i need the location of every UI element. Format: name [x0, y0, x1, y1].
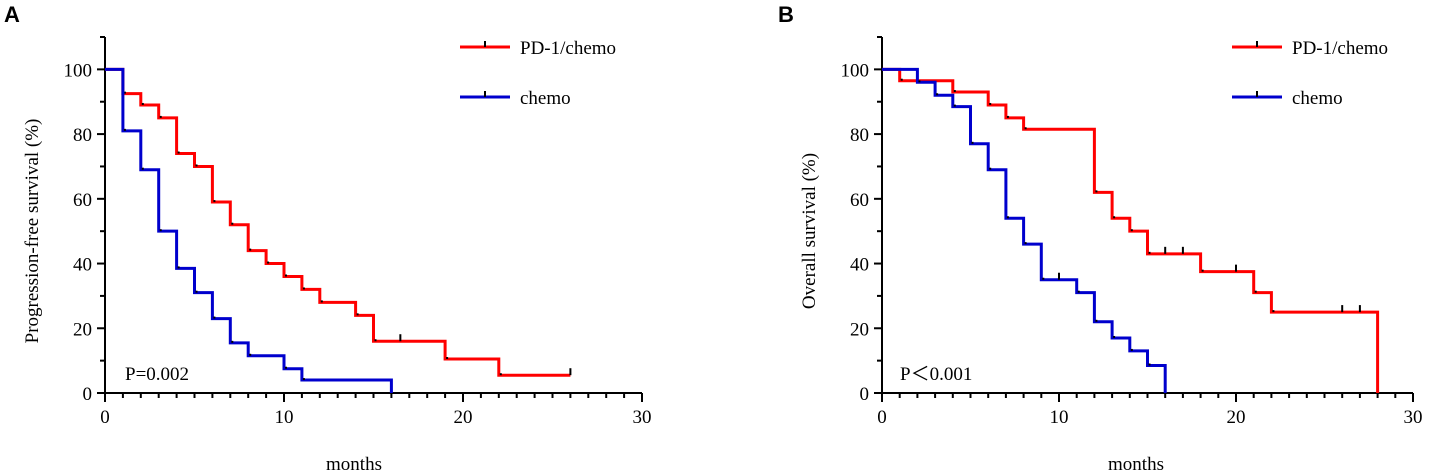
y-tick-label: 40 [73, 255, 92, 276]
x-tick-label: 30 [1404, 407, 1423, 428]
axes: 0 20 40 60 80 100 0 10 20 30 [64, 36, 652, 428]
y-tick-label: 0 [83, 384, 93, 405]
legend: PD-1/chemo chemo [460, 38, 616, 109]
plot-area [882, 67, 1380, 393]
km-curve-chemo [105, 67, 393, 393]
p-value-annotation: P＜0.001 [900, 364, 972, 385]
axes: 0 20 40 60 80 100 0 10 20 30 [841, 36, 1423, 428]
y-tick-label: 80 [73, 125, 92, 146]
panel-b: B Overall survival (%) months P＜0.001 0 2… [778, 2, 1423, 475]
x-tick-label: 20 [454, 407, 473, 428]
x-tick-label: 30 [633, 407, 652, 428]
legend-label-chemo: chemo [1292, 88, 1343, 109]
x-axis-label: months [326, 454, 382, 475]
y-axis-label: Progression-free survival (%) [22, 119, 43, 344]
p-value-annotation: P=0.002 [125, 364, 189, 385]
km-curve-chemo [882, 67, 1167, 393]
y-axis-label: Overall survival (%) [799, 153, 820, 309]
y-tick-label: 20 [73, 319, 92, 340]
y-tick-label: 60 [73, 190, 92, 211]
y-tick-label: 100 [841, 60, 870, 81]
x-tick-label: 10 [1050, 407, 1069, 428]
y-tick-label: 60 [850, 190, 869, 211]
x-tick-label: 0 [100, 407, 110, 428]
x-tick-label: 10 [275, 407, 294, 428]
y-tick-label: 80 [850, 125, 869, 146]
km-curve-pd-1-chemo [105, 67, 571, 377]
legend-label-pd1-chemo: PD-1/chemo [520, 38, 616, 59]
x-tick-label: 0 [877, 407, 887, 428]
legend-label-chemo: chemo [520, 88, 571, 109]
panel-label: A [4, 2, 20, 27]
y-tick-label: 40 [850, 255, 869, 276]
x-axis-label: months [1108, 454, 1164, 475]
legend-label-pd1-chemo: PD-1/chemo [1292, 38, 1388, 59]
y-tick-label: 20 [850, 319, 869, 340]
legend: PD-1/chemo chemo [1232, 38, 1388, 109]
x-tick-label: 20 [1227, 407, 1246, 428]
km-curve-pd-1-chemo [882, 67, 1380, 393]
y-tick-label: 100 [64, 60, 93, 81]
y-tick-label: 0 [860, 384, 870, 405]
panel-label: B [778, 2, 794, 27]
plot-area [105, 67, 572, 393]
panel-a: A Progression-free survival (%) months P… [4, 2, 652, 475]
